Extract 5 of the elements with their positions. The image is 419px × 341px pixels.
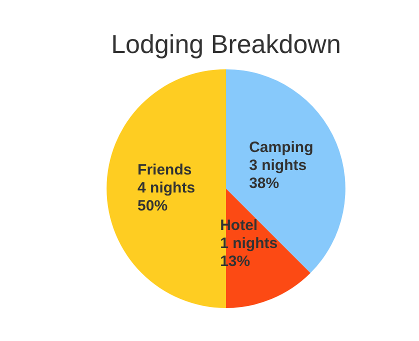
slice-label: Camping — [249, 138, 314, 156]
data-label: 3 nights 38% — [249, 156, 307, 192]
data-label: 4 nights 50% — [138, 180, 196, 215]
slice-label: Friends — [138, 162, 192, 179]
chart-title: Lodging Breakdown — [111, 28, 341, 59]
